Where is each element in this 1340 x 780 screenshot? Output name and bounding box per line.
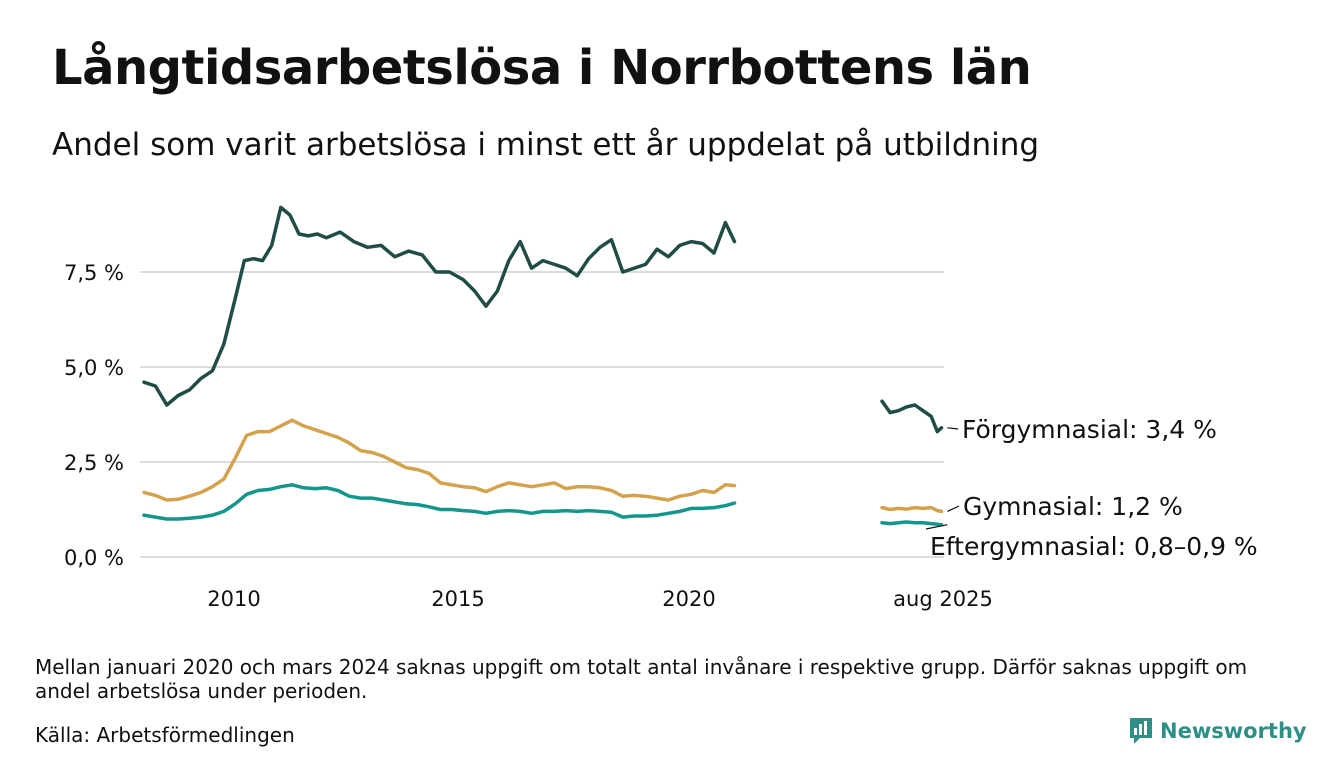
newsworthy-logo: Newsworthy [1128, 716, 1307, 746]
series-line-forgymnasial [880, 399, 944, 434]
y-tick-label: 7,5 % [64, 261, 124, 285]
series-line-eftergymnasial [880, 520, 944, 527]
line-chart: 0,0 % 2,5 % 5,0 % 7,5 % 2010 2015 2020 aug 202… [64, 205, 1258, 611]
series-line-forgymnasial [142, 205, 737, 407]
brand-name: Newsworthy [1160, 719, 1307, 743]
label-leader-line [947, 427, 959, 430]
footnote: Mellan januari 2020 och mars 2024 saknas… [35, 655, 1248, 703]
chart-title: Långtidsarbetslösa i Norrbottens län [52, 40, 1032, 96]
source-credit: Källa: Arbetsförmedlingen [35, 723, 295, 747]
y-axis-tick-labels: 0,0 % 2,5 % 5,0 % 7,5 % [64, 261, 124, 570]
x-axis-tick-labels: 2010 2015 2020 aug 2025 [207, 587, 993, 611]
y-tick-label: 0,0 % [64, 546, 124, 570]
label-leader-line [925, 524, 948, 530]
series-line-eftergymnasial [142, 483, 737, 521]
newsworthy-logo-icon [1130, 718, 1152, 744]
series-end-labels: Förgymnasial: 3,4 % Gymnasial: 1,2 % Efter… [925, 415, 1258, 561]
x-tick-label: 2020 [662, 587, 715, 611]
label-leader-line [947, 505, 960, 512]
series-lines [142, 205, 944, 527]
series-label-forgymnasial: Förgymnasial: 3,4 % [962, 415, 1217, 444]
x-tick-label: aug 2025 [893, 587, 993, 611]
series-label-gymnasial: Gymnasial: 1,2 % [963, 492, 1183, 521]
y-tick-label: 5,0 % [64, 356, 124, 380]
y-tick-label: 2,5 % [64, 451, 124, 475]
x-tick-label: 2015 [431, 587, 484, 611]
x-tick-label: 2010 [207, 587, 260, 611]
series-line-gymnasial [880, 505, 944, 514]
series-label-eftergymnasial: Eftergymnasial: 0,8–0,9 % [930, 532, 1258, 561]
series-line-gymnasial [142, 418, 737, 502]
grid-lines [140, 271, 944, 558]
chart-subtitle: Andel som varit arbetslösa i minst ett å… [52, 127, 1040, 163]
